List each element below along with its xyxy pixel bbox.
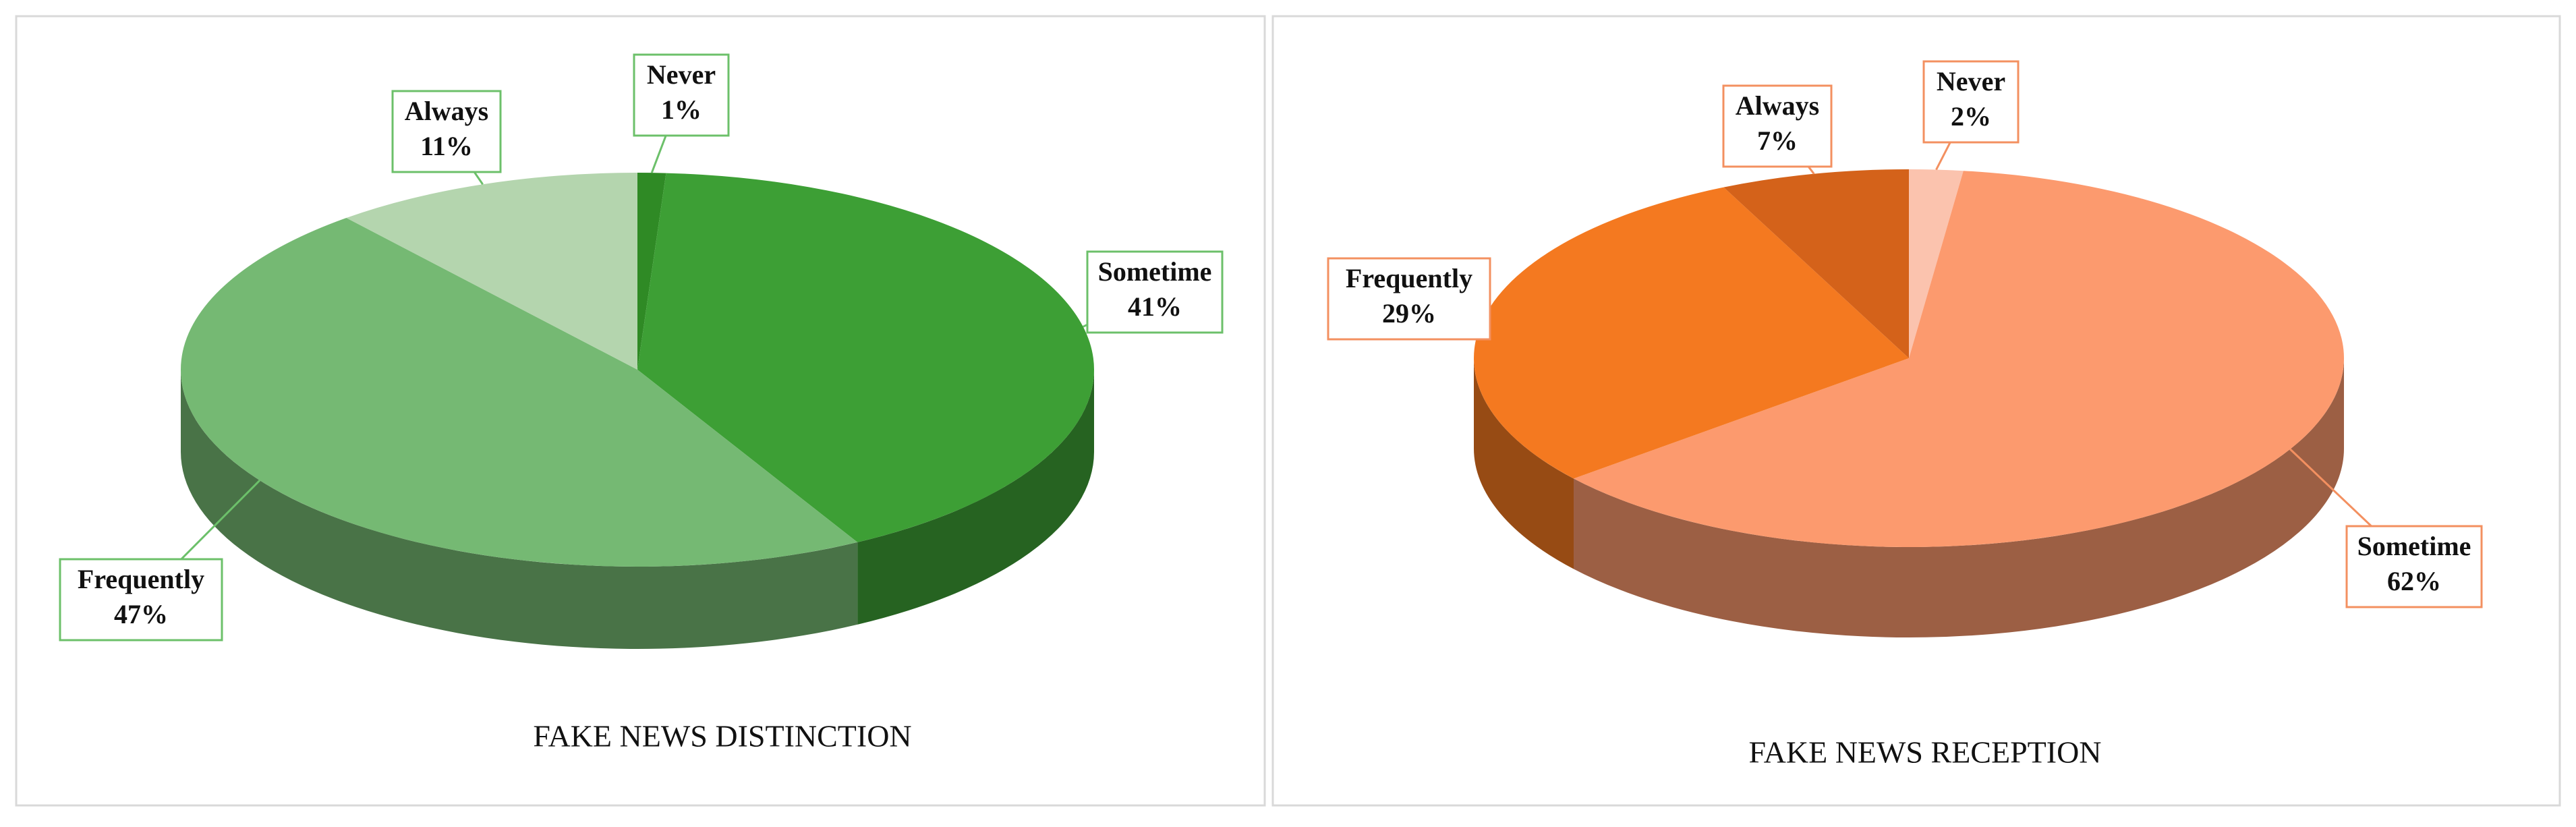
slice	[637, 173, 1094, 542]
slice-side	[181, 370, 858, 649]
label-box	[2345, 525, 2483, 608]
value-label: 1%	[661, 94, 702, 125]
value-label: 7%	[1757, 125, 1798, 156]
chart-title: FAKE NEWS RECEPTION	[1748, 735, 2101, 770]
value-label: 41%	[1128, 291, 1182, 322]
category-label: Sometime	[2357, 531, 2471, 561]
slice	[1723, 169, 1909, 358]
label-box	[633, 53, 730, 137]
category-label: Frequently	[78, 564, 204, 594]
category-label: Never	[1937, 66, 2005, 96]
value-label: 11%	[420, 131, 473, 161]
category-label: Never	[647, 59, 716, 90]
value-label: 29%	[1382, 298, 1436, 329]
slice-side	[857, 370, 1094, 625]
pie-sides	[181, 370, 1094, 649]
labels: Never 2% Sometime 62% Frequently 29% Always 7%	[1327, 60, 2483, 608]
slice-side	[1474, 358, 1574, 569]
pie-sides	[1474, 358, 2344, 637]
chart-title: FAKE NEWS DISTINCTION	[533, 719, 911, 753]
category-label: Always	[405, 96, 488, 126]
slice-side	[1574, 358, 2344, 637]
slice	[1909, 169, 1964, 358]
slice	[181, 218, 858, 567]
label-box	[1722, 84, 1833, 168]
label-box	[59, 558, 223, 641]
slice	[1474, 187, 1909, 479]
category-label: Sometime	[1098, 256, 1212, 287]
value-label: 2%	[1951, 101, 1991, 132]
slice	[1574, 171, 2344, 547]
slice	[346, 173, 637, 370]
value-label: 62%	[2387, 566, 2441, 596]
slice	[637, 173, 666, 370]
category-label: Always	[1736, 90, 1819, 121]
labels: Never 1% Sometime 41% Frequently 47% Always 11%	[59, 53, 1224, 641]
label-box	[1922, 60, 2020, 144]
pie-tops	[1474, 169, 2344, 547]
category-label: Frequently	[1346, 263, 1472, 293]
value-label: 47%	[114, 599, 168, 629]
pie-tops	[181, 173, 1094, 567]
label-box	[391, 90, 502, 173]
label-box	[1086, 250, 1224, 334]
label-box	[1327, 257, 1491, 341]
